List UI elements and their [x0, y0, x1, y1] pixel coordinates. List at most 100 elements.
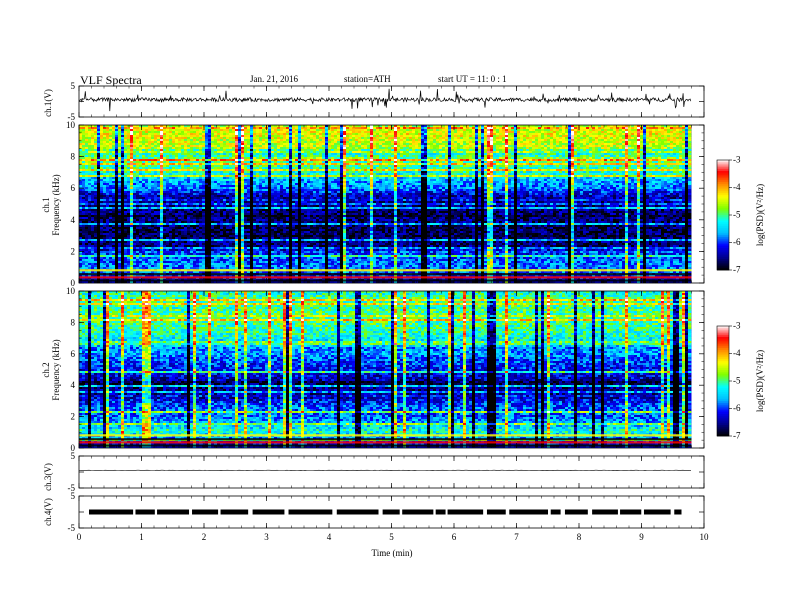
spectrogram-cell	[91, 243, 94, 245]
spectrogram-cell	[130, 167, 133, 169]
spectrogram-cell	[223, 159, 226, 161]
spectrogram-cell	[190, 209, 193, 211]
spectrogram-cell	[127, 183, 130, 185]
spectrogram-cell	[145, 205, 148, 207]
spectrogram-cell	[181, 197, 184, 199]
spectrogram-cell	[160, 153, 163, 155]
spectrogram-cell	[241, 209, 244, 211]
spectrogram-cell	[154, 261, 157, 263]
station-label: station=ATH	[344, 74, 391, 84]
spectrogram-cell	[79, 257, 82, 259]
spectrogram-cell	[112, 151, 115, 153]
spectrogram-cell	[163, 263, 166, 265]
spectrogram-cell	[166, 247, 169, 249]
spectrogram-cell	[163, 231, 166, 233]
spectrogram-cell	[160, 221, 163, 223]
spectrogram-cell	[232, 193, 235, 195]
spectrogram-cell	[136, 227, 139, 229]
spectrogram-cell	[142, 247, 145, 249]
spectrogram-cell	[229, 161, 232, 163]
spectrogram-cell	[124, 231, 127, 233]
spectrogram-cell	[115, 149, 118, 151]
spectrogram-cell	[184, 179, 187, 181]
spectrogram-cell	[142, 159, 145, 161]
spectrogram-cell	[115, 231, 118, 233]
spectrogram-cell	[97, 153, 100, 155]
spectrogram-cell	[142, 229, 145, 231]
spectrogram-cell	[178, 219, 181, 221]
spectrogram-cell	[130, 267, 133, 269]
spectrogram-cell	[82, 221, 85, 223]
spectrogram-cell	[91, 213, 94, 215]
spectrogram-cell	[163, 203, 166, 205]
spectrogram-cell	[178, 221, 181, 223]
spectrogram-cell	[148, 139, 151, 141]
spectrogram-cell	[190, 177, 193, 179]
spectrogram-cell	[184, 221, 187, 223]
spectrogram-cell	[205, 259, 208, 261]
spectrogram-cell	[124, 193, 127, 195]
spectrogram-cell	[85, 171, 88, 173]
spectrogram-cell	[181, 171, 184, 173]
spectrogram-cell	[91, 171, 94, 173]
spectrogram-cell	[178, 143, 181, 145]
spectrogram-cell	[79, 217, 82, 219]
spectrogram-cell	[166, 235, 169, 237]
spectrogram-cell	[250, 155, 253, 157]
spectrogram-cell	[244, 205, 247, 207]
spectrogram-cell	[172, 265, 175, 267]
spectrogram-cell	[142, 143, 145, 145]
spectrogram-cell	[187, 243, 190, 245]
spectrogram-cell	[106, 191, 109, 193]
spectrogram-cell	[223, 149, 226, 151]
spectrogram-cell	[163, 139, 166, 141]
spectrogram-cell	[103, 249, 106, 251]
spectrogram-cell	[109, 133, 112, 135]
spectrogram-cell	[94, 169, 97, 171]
spectrogram-cell	[244, 239, 247, 241]
spectrogram-cell	[133, 157, 136, 159]
spectrogram-cell	[202, 243, 205, 245]
spectrogram-cell	[211, 233, 214, 235]
spectrogram-cell	[223, 131, 226, 133]
spectrogram-cell	[193, 201, 196, 203]
spectrogram-cell	[190, 259, 193, 261]
spectrogram-cell	[130, 193, 133, 195]
spectrogram-cell	[187, 197, 190, 199]
spectrogram-cell	[91, 157, 94, 159]
spectrogram-cell	[208, 165, 211, 167]
spectrogram-cell	[91, 233, 94, 235]
spectrogram-cell	[166, 211, 169, 213]
spectrogram-cell	[121, 141, 124, 143]
spectrogram-cell	[115, 129, 118, 131]
spectrogram-cell	[118, 181, 121, 183]
spectrogram-cell	[241, 229, 244, 231]
spectrogram-cell	[181, 131, 184, 133]
spectrogram-cell	[85, 145, 88, 147]
spectrogram-cell	[229, 165, 232, 167]
spectrogram-cell	[220, 217, 223, 219]
spectrogram-cell	[97, 145, 100, 147]
spectrogram-cell	[193, 195, 196, 197]
spectrogram-cell	[211, 237, 214, 239]
spectrogram-cell	[127, 179, 130, 181]
spectrogram-cell	[88, 245, 91, 247]
spectrogram-cell	[163, 243, 166, 245]
spectrogram-cell	[82, 255, 85, 257]
spectrogram-cell	[163, 245, 166, 247]
spectrogram-cell	[127, 245, 130, 247]
spectrogram-cell	[178, 169, 181, 171]
spectrogram-cell	[124, 155, 127, 157]
spectrogram-cell	[160, 145, 163, 147]
spectrogram-cell	[196, 165, 199, 167]
spectrogram-cell	[226, 267, 229, 269]
spectrogram-cell	[214, 229, 217, 231]
spectrogram-cell	[112, 233, 115, 235]
spectrogram-cell	[148, 189, 151, 191]
spectrogram-cell	[175, 231, 178, 233]
spectrogram-cell	[142, 151, 145, 153]
spectrogram-cell	[112, 127, 115, 129]
spectrogram-cell	[217, 215, 220, 217]
spectrogram-cell	[190, 199, 193, 201]
spectrogram-cell	[205, 149, 208, 151]
